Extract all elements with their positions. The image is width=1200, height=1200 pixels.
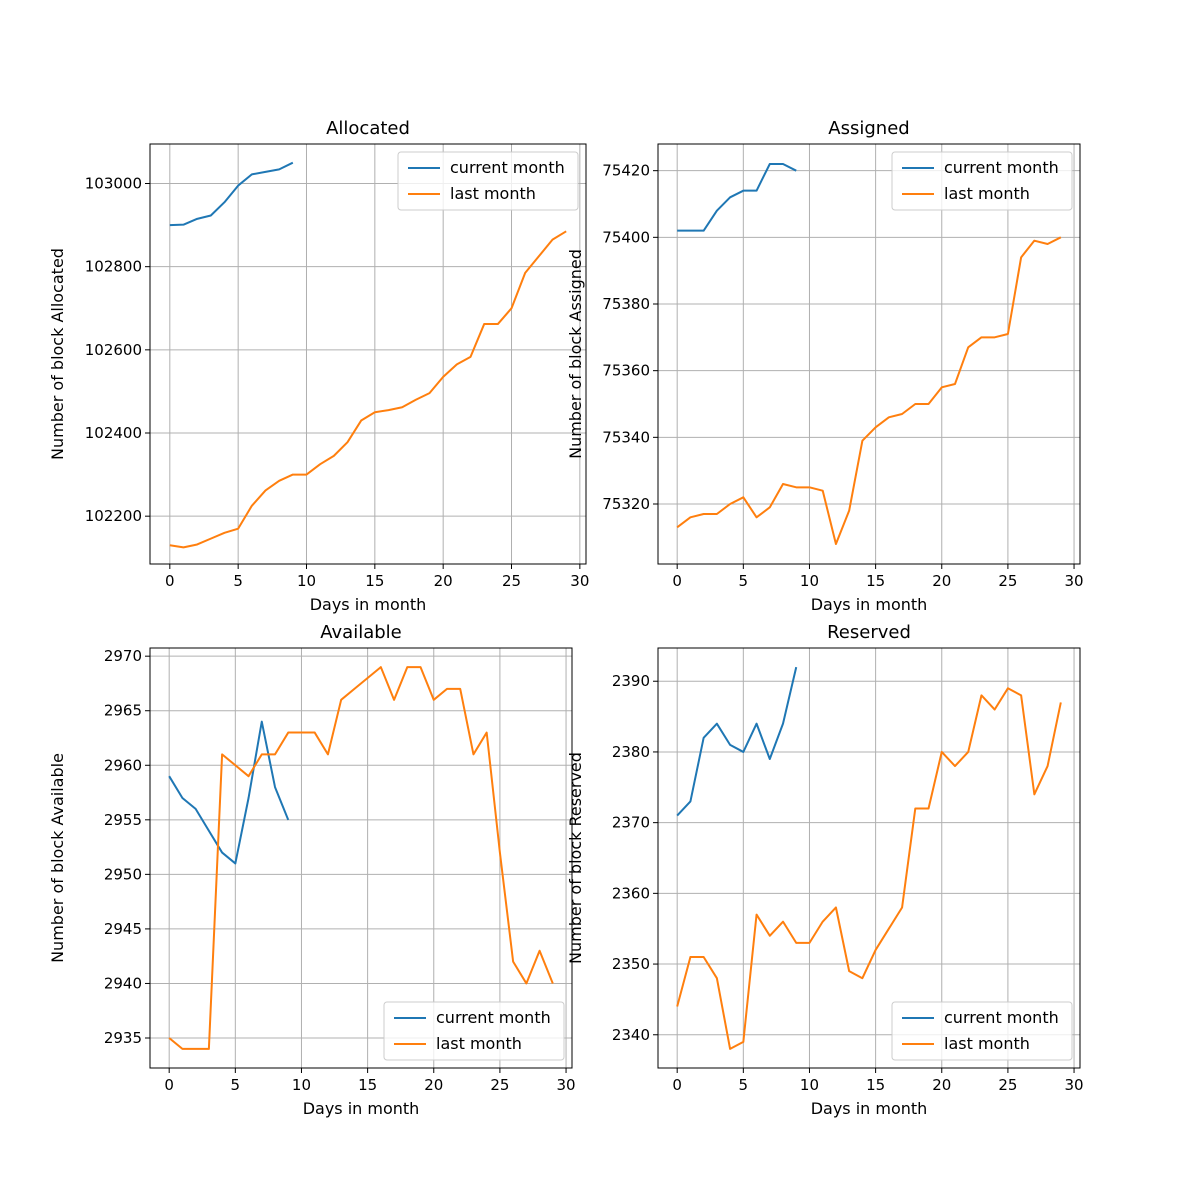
y-tick-label: 2360 [612, 884, 650, 902]
y-axis-label: Number of block Assigned [566, 249, 585, 459]
y-tick-label: 2350 [612, 955, 650, 973]
y-axis-label: Number of block Allocated [48, 248, 67, 460]
y-tick-label: 2955 [104, 811, 142, 829]
chart-title: Allocated [326, 118, 410, 139]
x-tick-label: 5 [739, 572, 749, 590]
legend-label: current month [944, 158, 1059, 177]
x-tick-label: 15 [365, 572, 384, 590]
y-tick-label: 2970 [104, 647, 142, 665]
y-tick-label: 75380 [602, 295, 650, 313]
axes-frame [149, 143, 587, 565]
x-tick-label: 15 [866, 1076, 885, 1094]
x-tick-label: 30 [1065, 1076, 1084, 1094]
y-tick-label: 2370 [612, 814, 650, 832]
axes-frame [657, 143, 1081, 565]
chart-title: Available [320, 622, 401, 643]
y-tick-label: 2945 [104, 920, 142, 938]
legend-label: last month [450, 184, 536, 203]
legend: current month last month [891, 151, 1073, 211]
y-axis-label: Number of block Reserved [566, 752, 585, 964]
legend-box [383, 1001, 565, 1061]
series-line-last-month [676, 687, 1062, 1050]
legend-label: current month [450, 158, 565, 177]
subplot-allocated: 0 5 10 15 20 25 30 102200 102400 102600 102800 1030… [48, 118, 589, 614]
legend-label: current month [944, 1008, 1059, 1027]
legend-box [891, 1001, 1073, 1061]
y-tick-label: 2380 [612, 743, 650, 761]
subplot-reserved: 0 5 10 15 20 25 30 2340 2350 2360 2370 2380 2390 Rese… [566, 622, 1084, 1118]
legend-box [397, 151, 579, 211]
y-tick-label: 2965 [104, 702, 142, 720]
y-tick-label: 75420 [602, 162, 650, 180]
x-tick-label: 30 [1065, 572, 1084, 590]
series-line-current-month [169, 161, 294, 227]
x-tick-label: 5 [233, 572, 243, 590]
legend-label: last month [436, 1034, 522, 1053]
subplot-available: 0 5 10 15 20 25 30 2935 2940 2945 2950 2955 2960 2965… [48, 622, 576, 1118]
series-line-last-month [169, 230, 567, 549]
legend-box [891, 151, 1073, 211]
x-tick-label: 5 [231, 1076, 241, 1094]
x-tick-label: 10 [800, 1076, 819, 1094]
x-axis-label: Days in month [811, 1099, 928, 1118]
x-tick-label: 20 [424, 1076, 443, 1094]
x-tick-label: 10 [292, 1076, 311, 1094]
y-axis-label: Number of block Available [48, 753, 67, 963]
x-tick-label: 30 [570, 572, 589, 590]
x-tick-label: 30 [557, 1076, 576, 1094]
y-tick-label: 2340 [612, 1026, 650, 1044]
axes-frame [149, 647, 573, 1069]
series-line-current-month [168, 720, 290, 865]
series-line-current-month [676, 666, 798, 817]
series-line-current-month [677, 163, 797, 232]
x-tick-label: 10 [297, 572, 316, 590]
x-axis-label: Days in month [303, 1099, 420, 1118]
x-tick-label: 25 [998, 572, 1017, 590]
chart-title: Reserved [827, 622, 911, 643]
x-tick-label: 5 [739, 1076, 749, 1094]
x-tick-label: 15 [866, 572, 885, 590]
y-tick-label: 2950 [104, 865, 142, 883]
legend: current month last month [891, 1001, 1073, 1061]
y-tick-label: 75320 [602, 495, 650, 513]
y-tick-label: 75340 [602, 428, 650, 446]
y-tick-label: 2390 [612, 672, 650, 690]
y-tick-label: 102800 [85, 258, 142, 276]
y-tick-label: 102200 [85, 507, 142, 525]
y-tick-label: 102600 [85, 341, 142, 359]
x-tick-label: 0 [672, 1076, 682, 1094]
x-tick-label: 20 [434, 572, 453, 590]
x-tick-label: 15 [358, 1076, 377, 1094]
y-tick-label: 2940 [104, 974, 142, 992]
legend-label: last month [944, 184, 1030, 203]
x-tick-label: 20 [932, 1076, 951, 1094]
x-axis-label: Days in month [811, 595, 928, 614]
chart-title: Assigned [828, 118, 909, 139]
y-tick-label: 75360 [602, 362, 650, 380]
legend: current month last month [397, 151, 579, 211]
y-tick-label: 2935 [104, 1029, 142, 1047]
x-tick-label: 25 [490, 1076, 509, 1094]
x-tick-label: 0 [672, 572, 682, 590]
axes-frame [657, 647, 1081, 1069]
legend: current month last month [383, 1001, 565, 1061]
x-tick-label: 10 [800, 572, 819, 590]
series-line-last-month [676, 236, 1062, 545]
x-tick-label: 0 [165, 572, 175, 590]
subplot-assigned: 0 5 10 15 20 25 30 75320 75340 75360 75380 75400 754… [566, 118, 1084, 614]
x-tick-label: 20 [932, 572, 951, 590]
series-line-last-month [168, 666, 554, 1050]
x-axis-label: Days in month [310, 595, 427, 614]
legend-label: current month [436, 1008, 551, 1027]
y-tick-label: 2960 [104, 756, 142, 774]
y-tick-label: 102400 [85, 424, 142, 442]
legend-label: last month [944, 1034, 1030, 1053]
y-tick-label: 75400 [602, 228, 650, 246]
x-tick-label: 25 [502, 572, 521, 590]
y-tick-label: 103000 [85, 175, 142, 193]
x-tick-label: 25 [998, 1076, 1017, 1094]
x-tick-label: 0 [164, 1076, 174, 1094]
